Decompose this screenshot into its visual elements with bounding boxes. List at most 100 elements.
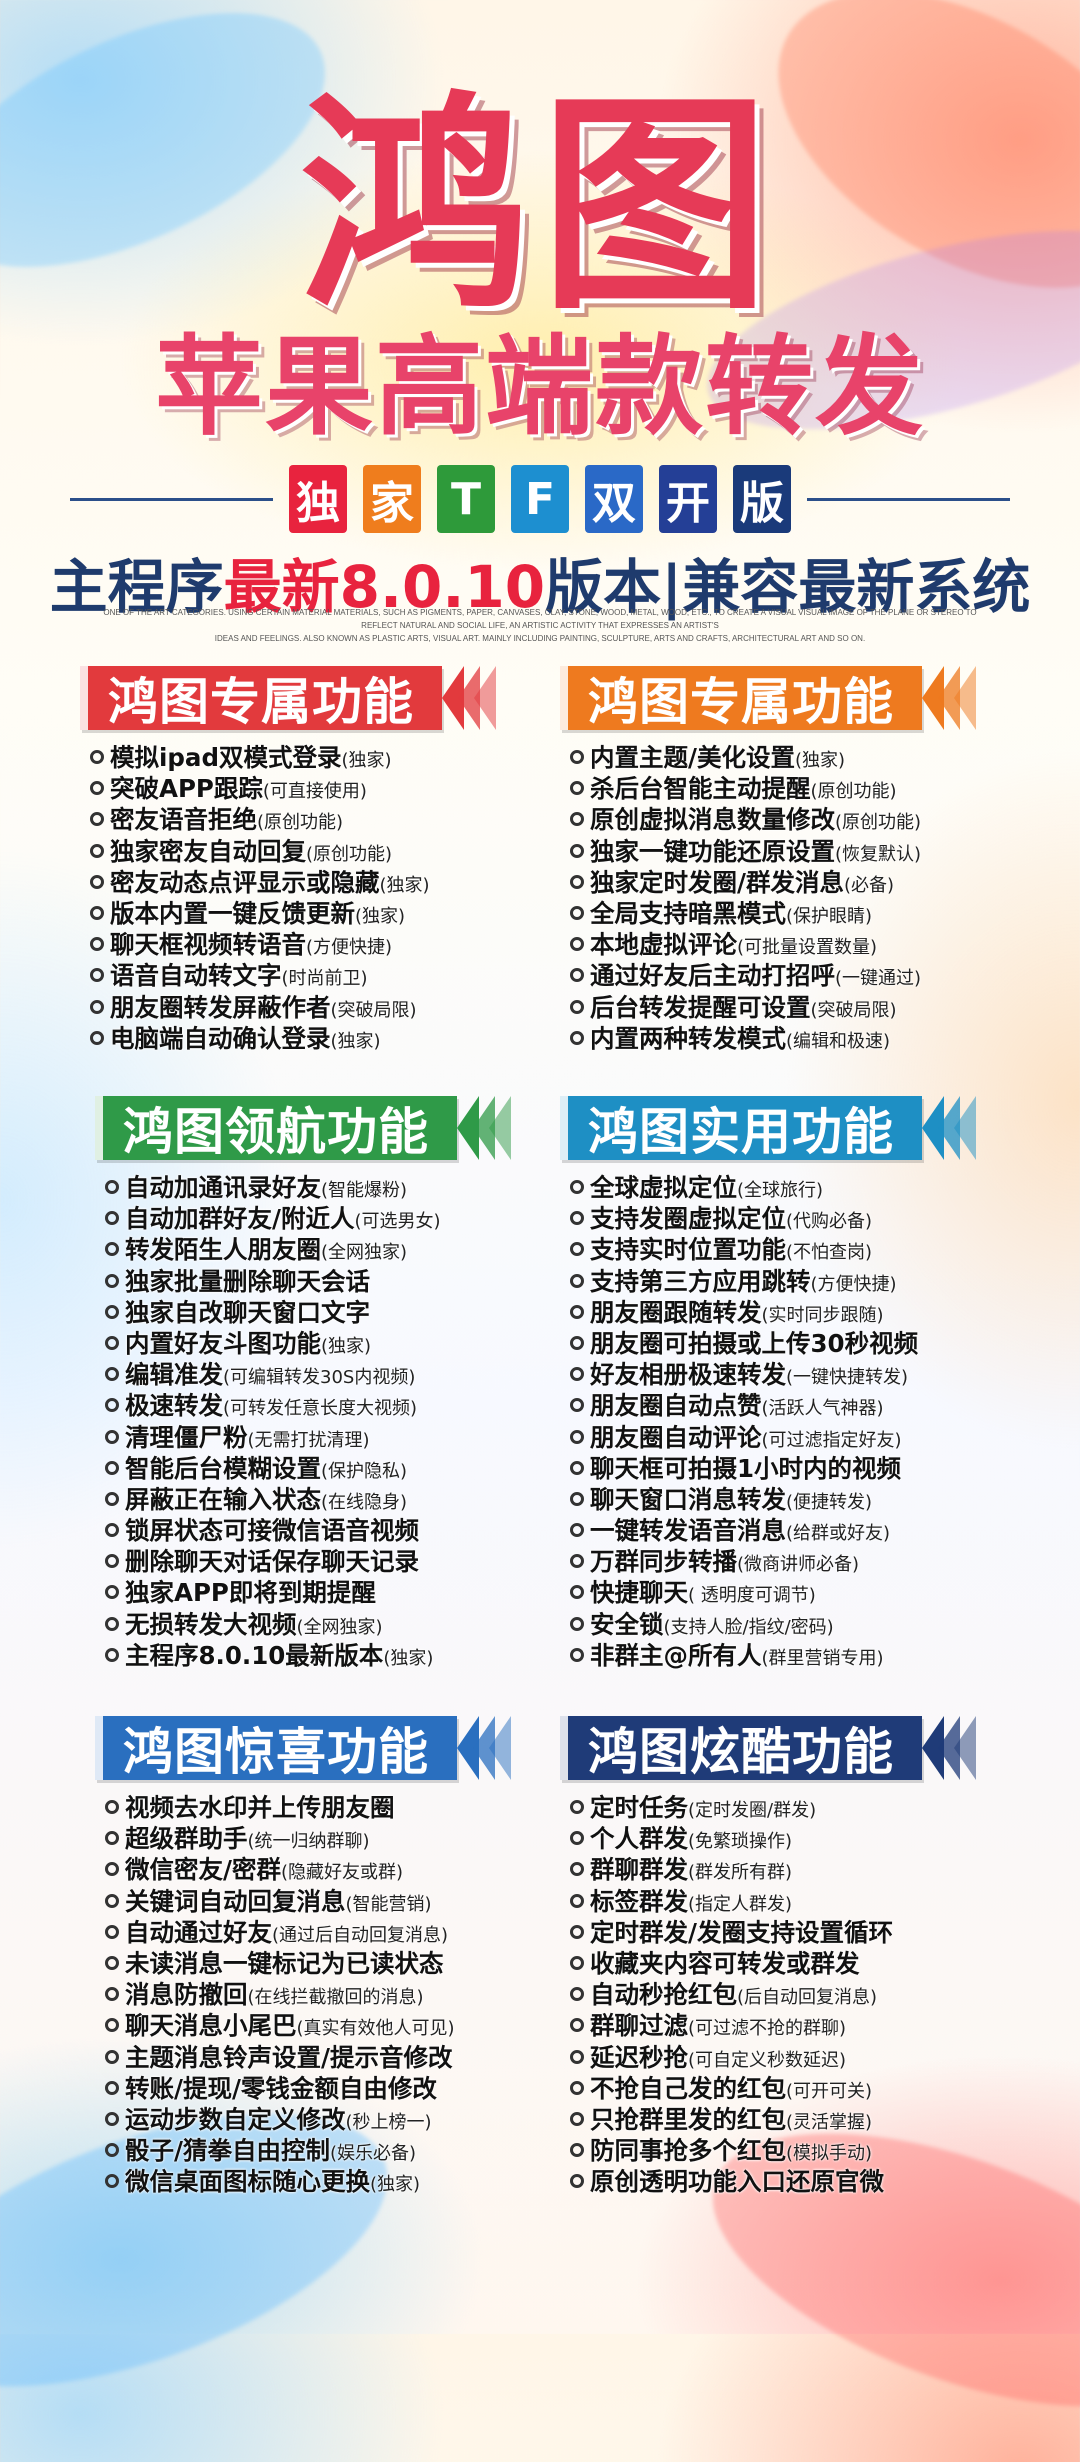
feature-note: (独家) — [330, 1030, 381, 1052]
bullet-circle-icon — [570, 1398, 584, 1413]
bullet-circle-icon — [570, 2111, 584, 2126]
feature-text: 模拟ipad双模式登录 — [110, 743, 342, 772]
feature-note: (方便快捷) — [306, 937, 393, 959]
bullet-circle-icon — [570, 1554, 584, 1569]
bullet-circle-icon — [570, 1429, 584, 1444]
bullet-circle-icon — [105, 1523, 119, 1538]
feature-item: 原创透明功能入口还原官微 — [570, 2166, 1030, 2197]
bullet-circle-icon — [570, 781, 584, 796]
section-title: 鸿图专属功能 — [560, 666, 922, 731]
feature-note: (独家) — [379, 874, 430, 896]
feature-text: 全局支持暗黑模式 — [590, 898, 786, 928]
feature-item: 全局支持暗黑模式(保护眼睛) — [570, 898, 1030, 929]
feature-note: (可过滤不抢的群聊) — [688, 2018, 847, 2040]
feature-note: (全球旅行) — [737, 1180, 824, 1201]
badge-char: F — [511, 465, 569, 533]
section-title: 鸿图炫酷功能 — [560, 1716, 922, 1781]
bullet-circle-icon — [105, 1616, 119, 1631]
bullet-circle-icon — [570, 1647, 584, 1662]
feature-item: 好友相册极速转发(一键快捷转发) — [570, 1359, 1030, 1390]
feature-item: 定时群发/发圈支持设置循环 — [570, 1917, 1030, 1948]
feature-text: 原创虚拟消息数量修改 — [590, 805, 835, 835]
bullet-circle-icon — [90, 968, 104, 983]
feature-item: 快捷聊天( 透明度可调节) — [570, 1577, 1030, 1608]
feature-text: 微信密友/密群 — [125, 1855, 281, 1885]
feature-text: 独家定时发圈/群发消息 — [590, 867, 844, 897]
bullet-circle-icon — [105, 1398, 119, 1413]
feature-note: (可选男女) — [354, 1211, 441, 1233]
badge-char: 双 — [585, 465, 643, 533]
bullet-circle-icon — [570, 1523, 584, 1538]
bullet-circle-icon — [570, 1460, 584, 1475]
feature-item: 安全锁(支持人脸/指纹/密码) — [570, 1609, 1030, 1640]
feature-item: 语音自动转文字(时尚前卫) — [90, 960, 550, 991]
feature-item: 密友语音拒绝(原创功能) — [90, 804, 550, 835]
feature-text: 独家APP即将到期提醒 — [125, 1578, 376, 1608]
feature-text: 杀后台智能主动提醒 — [590, 774, 811, 804]
feature-note: (微商讲师必备) — [737, 1554, 860, 1576]
feature-item: 个人群发(免繁琐操作) — [570, 1823, 1030, 1854]
feature-item: 骰子/猜拳自由控制(娱乐必备) — [105, 2135, 565, 2166]
feature-note: (智能爆粉) — [321, 1180, 408, 1201]
feature-list: 模拟ipad双模式登录(独家) 突破APP跟踪(可直接使用) 密友语音拒绝(原创功能… — [80, 742, 550, 1054]
feature-note: (原创功能) — [810, 781, 897, 803]
divider — [807, 497, 1010, 501]
feature-text: 防同事抢多个红包 — [590, 2136, 786, 2166]
feature-note: (灵活掌握) — [786, 2111, 873, 2133]
feature-text: 突破APP跟踪 — [110, 774, 263, 804]
feature-item: 朋友圈转发屏蔽作者(突破局限) — [90, 992, 550, 1023]
bullet-circle-icon — [570, 2143, 584, 2158]
bullet-circle-icon — [105, 2080, 119, 2095]
feature-text: 自动加群好友/附近人 — [125, 1204, 355, 1234]
bullet-circle-icon — [570, 843, 584, 858]
feature-note: (方便快捷) — [810, 1273, 897, 1295]
feature-section: 鸿图领航功能 自动加通讯录好友(智能爆粉) 自动加群好友/附近人(可选男女) 转发陌生… — [95, 1092, 565, 1671]
feature-item: 支持实时位置功能(不怕查岗) — [570, 1234, 1030, 1265]
feature-note: (娱乐必备) — [329, 2143, 416, 2165]
feature-text: 朋友圈跟随转发 — [590, 1297, 762, 1327]
feature-note: (群里营销专用) — [761, 1647, 884, 1669]
bullet-circle-icon — [105, 1554, 119, 1569]
feature-item: 极速转发(可转发任意长度大视频) — [105, 1390, 565, 1421]
feature-text: 极速转发 — [125, 1391, 223, 1421]
feature-item: 微信桌面图标随心更换(独家) — [105, 2166, 565, 2197]
feature-text: 聊天窗口消息转发 — [590, 1484, 786, 1514]
bullet-circle-icon — [570, 937, 584, 952]
feature-note: (独家) — [321, 1335, 372, 1357]
feature-note: (活跃人气神器) — [761, 1398, 884, 1420]
feature-text: 编辑准发 — [125, 1360, 223, 1390]
feature-item: 未读消息一键标记为已读状态 — [105, 1948, 565, 1979]
feature-note: (可转发任意长度大视频) — [223, 1398, 418, 1420]
feature-section: 鸿图炫酷功能 定时任务(定时发圈/群发) 个人群发(免繁琐操作) 群聊群发(群发所有群… — [560, 1712, 1030, 2197]
feature-text: 消息防撤回 — [125, 1980, 248, 2010]
section-header: 鸿图专属功能 — [560, 662, 1030, 734]
feature-list: 自动加通讯录好友(智能爆粉) 自动加群好友/附近人(可选男女) 转发陌生人朋友圈(全… — [95, 1172, 565, 1671]
feature-text: 朋友圈转发屏蔽作者 — [110, 992, 331, 1022]
badge-char: T — [437, 465, 495, 533]
feature-text: 内置主题/美化设置 — [590, 743, 795, 772]
bullet-circle-icon — [105, 1304, 119, 1319]
feature-section: 鸿图惊喜功能 视频去水印并上传朋友圈 超级群助手(统一归纳群聊) 微信密友/密群(隐藏… — [95, 1712, 565, 2197]
feature-text: 独家密友自动回复 — [110, 836, 306, 866]
bullet-circle-icon — [570, 1831, 584, 1846]
feature-item: 聊天框视频转语音(方便快捷) — [90, 929, 550, 960]
feature-text: 定时任务 — [590, 1793, 688, 1822]
feature-note: (实时同步跟随) — [761, 1304, 884, 1326]
feature-text: 支持第三方应用跳转 — [590, 1266, 811, 1296]
feature-list: 视频去水印并上传朋友圈 超级群助手(统一归纳群聊) 微信密友/密群(隐藏好友或群) 关… — [95, 1792, 565, 2197]
feature-item: 锁屏状态可接微信语音视频 — [105, 1515, 565, 1546]
bullet-circle-icon — [90, 750, 104, 764]
fine-print-line: ONE OF THE ART CATEGORIES. USING CERTAIN… — [103, 608, 977, 630]
feature-item: 自动秒抢红包(后自动回复消息) — [570, 1979, 1030, 2010]
bullet-circle-icon — [105, 1273, 119, 1288]
bullet-circle-icon — [570, 1304, 584, 1319]
feature-section: 鸿图专属功能 模拟ipad双模式登录(独家) 突破APP跟踪(可直接使用) 密友语音拒… — [80, 662, 550, 1054]
version-suffix: 版本|兼容最新系统 — [545, 553, 1031, 621]
feature-text: 朋友圈自动评论 — [590, 1422, 762, 1452]
bullet-circle-icon — [570, 1273, 584, 1288]
feature-note: (可开可关) — [786, 2080, 873, 2102]
bullet-circle-icon — [570, 2174, 584, 2189]
feature-note: (保护眼睛) — [786, 905, 873, 927]
feature-text: 内置好友斗图功能 — [125, 1328, 321, 1358]
chevron-left-icon — [457, 1716, 511, 1780]
